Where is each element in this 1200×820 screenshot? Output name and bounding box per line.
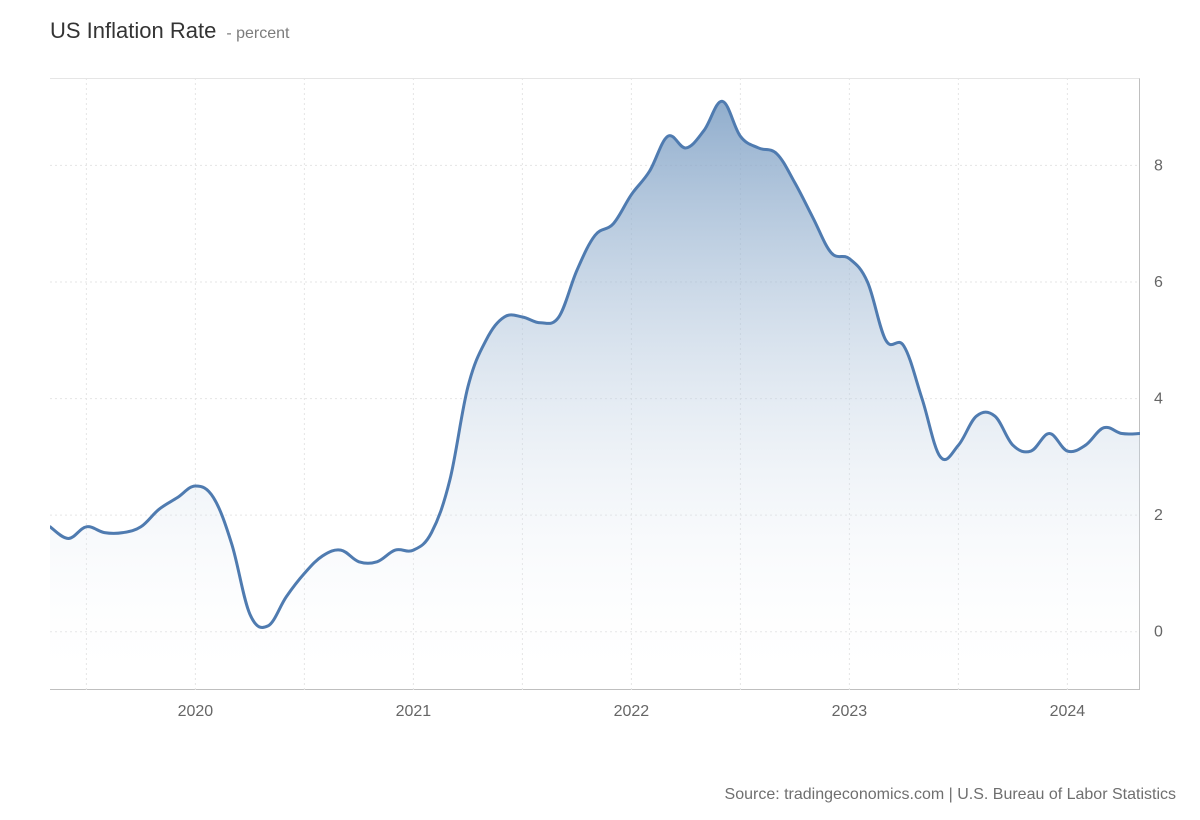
svg-text:2024: 2024 [1050, 703, 1086, 720]
title-row: US Inflation Rate - percent [50, 18, 289, 44]
chart-container: US Inflation Rate - percent 0 2 4 6 8 2020 202… [0, 0, 1200, 820]
chart-source: Source: tradingeconomics.com | U.S. Bure… [725, 786, 1176, 804]
area-chart: 0 2 4 6 8 2020 2021 2022 2023 2024 [50, 78, 1200, 750]
chart-unit: - percent [226, 25, 289, 43]
chart-title: US Inflation Rate [50, 18, 216, 44]
svg-text:0: 0 [1154, 624, 1163, 641]
svg-text:2023: 2023 [832, 703, 868, 720]
svg-text:4: 4 [1154, 391, 1163, 408]
svg-text:2021: 2021 [396, 703, 432, 720]
svg-text:2: 2 [1154, 507, 1163, 524]
svg-text:2022: 2022 [614, 703, 650, 720]
svg-text:2020: 2020 [178, 703, 214, 720]
svg-text:6: 6 [1154, 274, 1163, 291]
svg-text:8: 8 [1154, 157, 1163, 174]
